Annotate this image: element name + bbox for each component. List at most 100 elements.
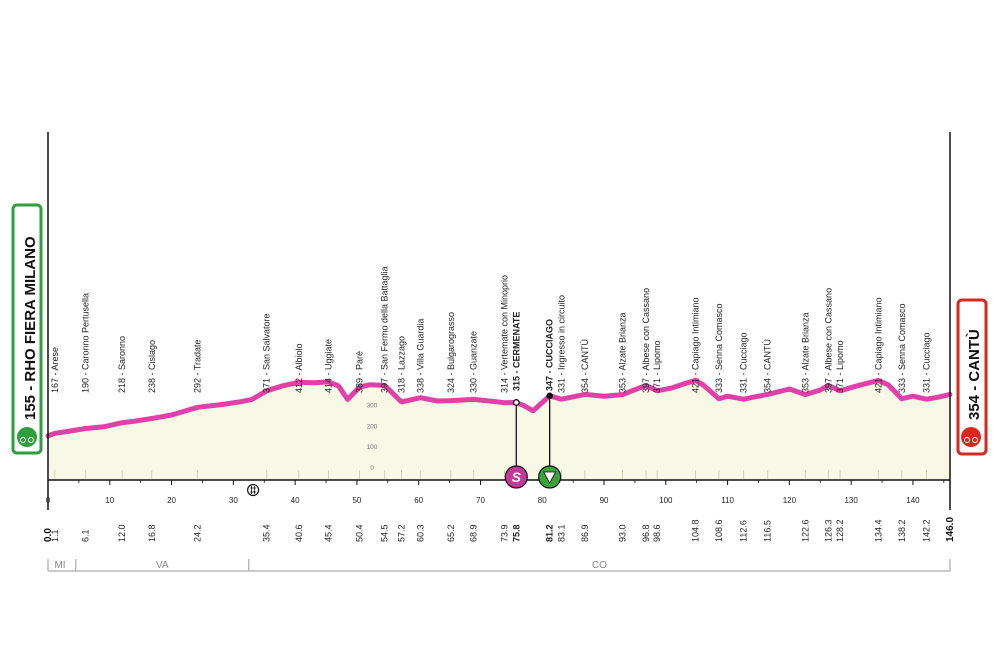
start-town-label: 155 - RHO FIERA MILANO: [22, 236, 39, 420]
waypoint-km-1: 6.1: [81, 529, 91, 542]
elevation-tick-300: 300: [367, 403, 378, 410]
intermediate-triangle-icon: [542, 471, 557, 484]
km-tick-0: 0: [46, 496, 51, 505]
waypoint-km-18: 86.9: [580, 524, 590, 542]
start-bike-icon: [17, 427, 37, 447]
profile-fill: [48, 380, 950, 480]
waypoint-label-9: 397 - San Fermo della Battaglia: [380, 266, 390, 393]
waypoint-label-27: 397 - Albese con Cassano: [823, 288, 833, 393]
waypoint-label-12: 324 - Bulgarograsso: [446, 312, 456, 393]
waypoint-label-4: 292 - Tradate: [193, 339, 203, 393]
km-tick-10: 10: [105, 496, 114, 505]
start-bike-wheel-icon: [28, 437, 34, 443]
sprint-marker-symbol: S: [512, 469, 522, 485]
waypoint-km-3: 16.8: [147, 524, 157, 542]
km-tick-30: 30: [229, 496, 238, 505]
sprint-marker-dot: [512, 399, 520, 406]
finish-bike-wheel-icon: [964, 437, 970, 443]
elevation-tick-200: 200: [367, 423, 378, 430]
waypoint-label-0: 167 - Arese: [50, 347, 60, 393]
waypoint-label-13: 330 - Guanzate: [469, 331, 479, 393]
waypoint-label-22: 421 - Capiago Intimiano: [690, 297, 700, 393]
waypoint-label-8: 389 - Parè: [354, 351, 364, 393]
waypoint-km-23: 108.6: [714, 519, 724, 542]
waypoint-km-12: 65.2: [446, 524, 456, 542]
km-tick-50: 50: [352, 496, 361, 505]
intermediate-marker-dot: [546, 392, 553, 400]
waypoint-km-17: 83.1: [556, 524, 566, 542]
km-tick-70: 70: [476, 496, 485, 505]
waypoint-label-1: 190 - Caronno Pertusella: [81, 293, 91, 393]
waypoint-label-2: 218 - Saronno: [117, 336, 127, 393]
province-label-MI: MI: [54, 560, 65, 571]
waypoint-km-19: 93.0: [618, 524, 628, 542]
finish-town-label: 354 - CANTÙ: [965, 329, 983, 420]
waypoint-label-11: 338 - Villa Guardia: [416, 319, 426, 393]
km-tick-110: 110: [721, 496, 734, 505]
waypoint-km-2: 12.0: [117, 524, 127, 542]
waypoint-label-24: 331 - Cucciago: [739, 332, 749, 393]
waypoint-km-13: 68.9: [469, 524, 479, 542]
waypoint-label-25: 354 - CANTÙ: [763, 339, 773, 393]
finish-km-label: 146.0: [945, 517, 956, 542]
waypoint-km-28: 128.2: [835, 519, 845, 542]
waypoint-km-15: 75.8: [511, 524, 521, 542]
waypoint-label-31: 331 - Cucciago: [922, 332, 932, 393]
waypoint-km-8: 50.4: [354, 524, 364, 542]
waypoint-km-11: 60.3: [416, 524, 426, 542]
start-bike-wheel-icon: [20, 437, 26, 443]
waypoint-label-21: 371 - Lipomo: [652, 340, 662, 393]
waypoint-km-24: 112.6: [739, 520, 749, 542]
finish-bike-icon: [961, 427, 981, 447]
waypoint-label-23: 333 - Senna Comasco: [714, 303, 724, 393]
km-tick-20: 20: [167, 496, 176, 505]
waypoint-km-0: 1.1: [50, 529, 60, 542]
waypoint-km-26: 122.6: [800, 519, 810, 542]
waypoint-label-18: 354 - CANTÙ: [580, 339, 590, 393]
finish-bike-wheel-icon: [972, 437, 978, 443]
waypoint-km-25: 116.5: [763, 520, 773, 542]
sprint-marker-icon: [504, 465, 528, 489]
waypoint-km-9: 54.5: [380, 524, 390, 542]
waypoint-label-10: 318 - Lazzago: [396, 336, 406, 393]
waypoint-km-10: 57.2: [396, 524, 406, 542]
waypoint-km-27: 126.3: [823, 519, 833, 542]
waypoint-label-3: 238 - Cislago: [147, 340, 157, 393]
waypoint-label-15: 315 - CERMENATE: [511, 312, 521, 391]
km-tick-120: 120: [783, 496, 797, 505]
waypoint-label-14: 314 - Vertemate con Minoprio: [500, 275, 510, 393]
waypoint-label-26: 353 - Alzate Brianza: [800, 312, 810, 393]
waypoint-label-6: 412 - Albiolo: [294, 343, 304, 393]
start-km-label: 0.0: [43, 528, 54, 542]
waypoint-label-19: 353 - Alzate Brianza: [618, 312, 628, 393]
waypoint-km-7: 45.4: [323, 524, 333, 542]
start-badge-frame: [11, 203, 43, 455]
level-crossing-rail-icon: [250, 486, 257, 494]
km-tick-90: 90: [600, 496, 609, 505]
province-label-VA: VA: [156, 560, 169, 571]
waypoint-km-31: 142.2: [922, 519, 932, 542]
km-tick-60: 60: [414, 496, 423, 505]
waypoint-km-22: 104.8: [690, 519, 700, 542]
waypoint-km-14: 73.9: [500, 524, 510, 542]
waypoint-label-30: 333 - Senna Comasco: [897, 303, 907, 393]
waypoint-km-20: 96.8: [641, 524, 651, 542]
waypoint-km-29: 134.4: [873, 519, 883, 542]
elevation-tick-100: 100: [367, 444, 378, 451]
waypoint-label-17: 331 - Ingresso in circuito: [556, 295, 566, 393]
km-tick-80: 80: [538, 496, 547, 505]
province-label-CO: CO: [592, 560, 607, 571]
waypoint-km-21: 98.6: [652, 524, 662, 542]
waypoint-label-5: 371 - San Salvatore: [262, 313, 272, 393]
km-tick-140: 140: [906, 496, 920, 505]
waypoint-km-6: 40.6: [294, 524, 304, 542]
waypoint-km-5: 35.4: [262, 524, 272, 542]
waypoint-label-29: 421 - Capiago Intimiano: [873, 297, 883, 393]
level-crossing-icon: [247, 483, 260, 497]
waypoint-km-4: 24.2: [193, 524, 203, 542]
elevation-tick-0: 0: [370, 465, 374, 472]
finish-badge-frame: [956, 298, 988, 456]
km-tick-130: 130: [844, 496, 858, 505]
